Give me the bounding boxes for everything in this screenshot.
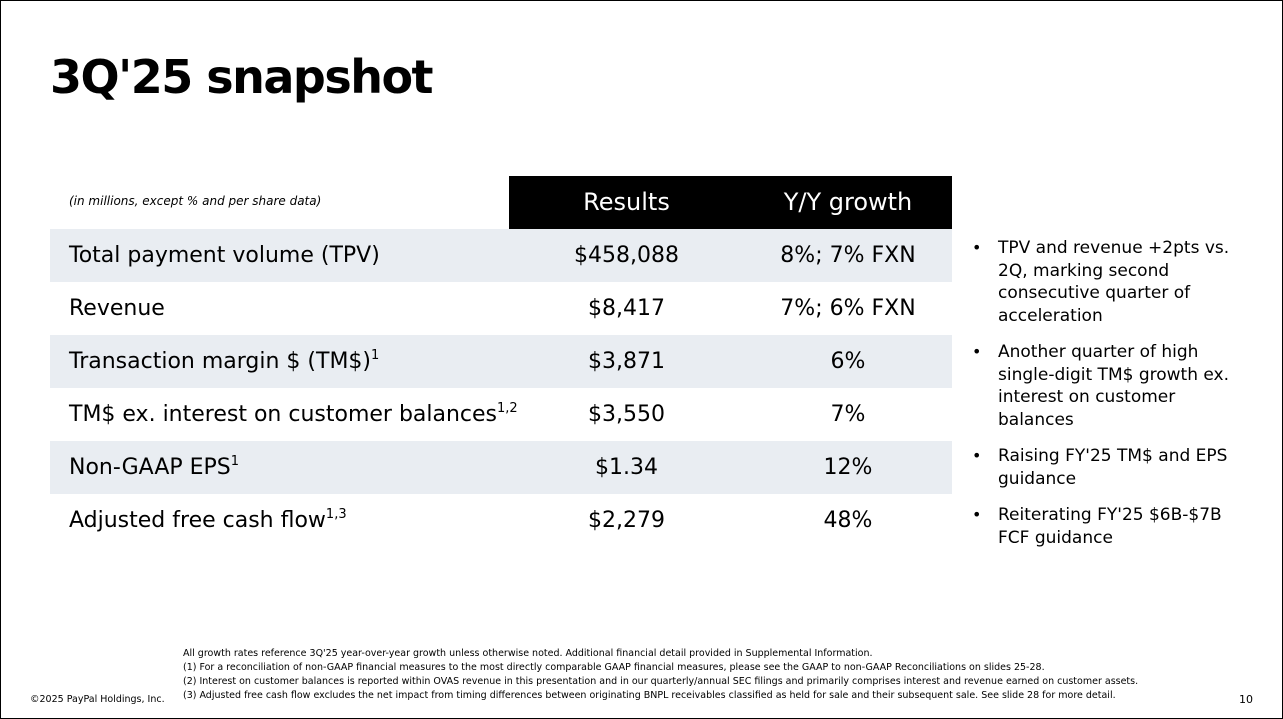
table-row: Revenue $8,417 7%; 6% FXN	[50, 282, 952, 335]
slide-title: 3Q'25 snapshot	[50, 50, 434, 104]
result-value: $3,550	[588, 402, 665, 427]
table-row: Adjusted free cash flow1,3 $2,279 48%	[50, 494, 952, 547]
metric-label: Non-GAAP EPS1	[69, 454, 240, 480]
list-item: • Raising FY'25 TM$ and EPS guidance	[972, 446, 1228, 489]
copyright-notice: ©2025 PayPal Holdings, Inc.	[30, 694, 165, 705]
table-row: Total payment volume (TPV) $458,088 8%; …	[50, 229, 952, 282]
footnote-1: (1) For a reconciliation of non-GAAP fin…	[183, 662, 1045, 673]
list-item: • TPV and revenue +2pts vs. 2Q, marking s…	[972, 238, 1230, 326]
growth-value: 7%; 6% FXN	[780, 296, 916, 321]
list-item: • Another quarter of high single-digit TM…	[972, 342, 1230, 430]
table-row: Non-GAAP EPS1 $1.34 12%	[50, 441, 952, 494]
result-value: $2,279	[588, 508, 665, 533]
bullet-icon: •	[972, 505, 982, 524]
growth-value: 8%; 7% FXN	[780, 243, 916, 268]
result-value: $8,417	[588, 296, 665, 321]
growth-value: 12%	[823, 455, 873, 480]
footnote-3: (3) Adjusted free cash flow excludes the…	[183, 690, 1116, 701]
bullet-icon: •	[972, 342, 982, 361]
result-value: $458,088	[574, 243, 679, 268]
growth-column-header: Y/Y growth	[783, 188, 913, 216]
metric-label: TM$ ex. interest on customer balances1,2	[69, 401, 518, 427]
units-note: (in millions, except % and per share dat…	[69, 194, 322, 208]
metric-label: Transaction margin $ (TM$)1	[69, 348, 380, 374]
bullet-icon: •	[972, 446, 982, 465]
growth-value: 7%	[830, 402, 866, 427]
table-row: TM$ ex. interest on customer balances1,2…	[50, 388, 952, 441]
table-row: Transaction margin $ (TM$)1 $3,871 6%	[50, 335, 952, 388]
footnotes: All growth rates reference 3Q'25 year-ov…	[183, 647, 1183, 703]
footnote-2: (2) Interest on customer balances is rep…	[183, 676, 1139, 687]
metric-label: Revenue	[69, 296, 165, 321]
page-number: 10	[1239, 693, 1253, 706]
result-value: $1.34	[595, 455, 658, 480]
footnote-general: All growth rates reference 3Q'25 year-ov…	[183, 648, 873, 659]
metric-label: Adjusted free cash flow1,3	[69, 507, 347, 533]
bullet-icon: •	[972, 238, 982, 257]
growth-value: 6%	[830, 349, 866, 374]
results-column-header: Results	[583, 188, 670, 216]
metric-label: Total payment volume (TPV)	[69, 243, 380, 268]
list-item: • Reiterating FY'25 $6B-$7B FCF guidance	[972, 505, 1222, 548]
table-header: Results Y/Y growth	[509, 176, 952, 229]
result-value: $3,871	[588, 349, 665, 374]
highlights-list: • TPV and revenue +2pts vs. 2Q, marking s…	[972, 237, 1237, 563]
growth-value: 48%	[823, 508, 873, 533]
metrics-table: Total payment volume (TPV) $458,088 8%; …	[50, 229, 952, 547]
